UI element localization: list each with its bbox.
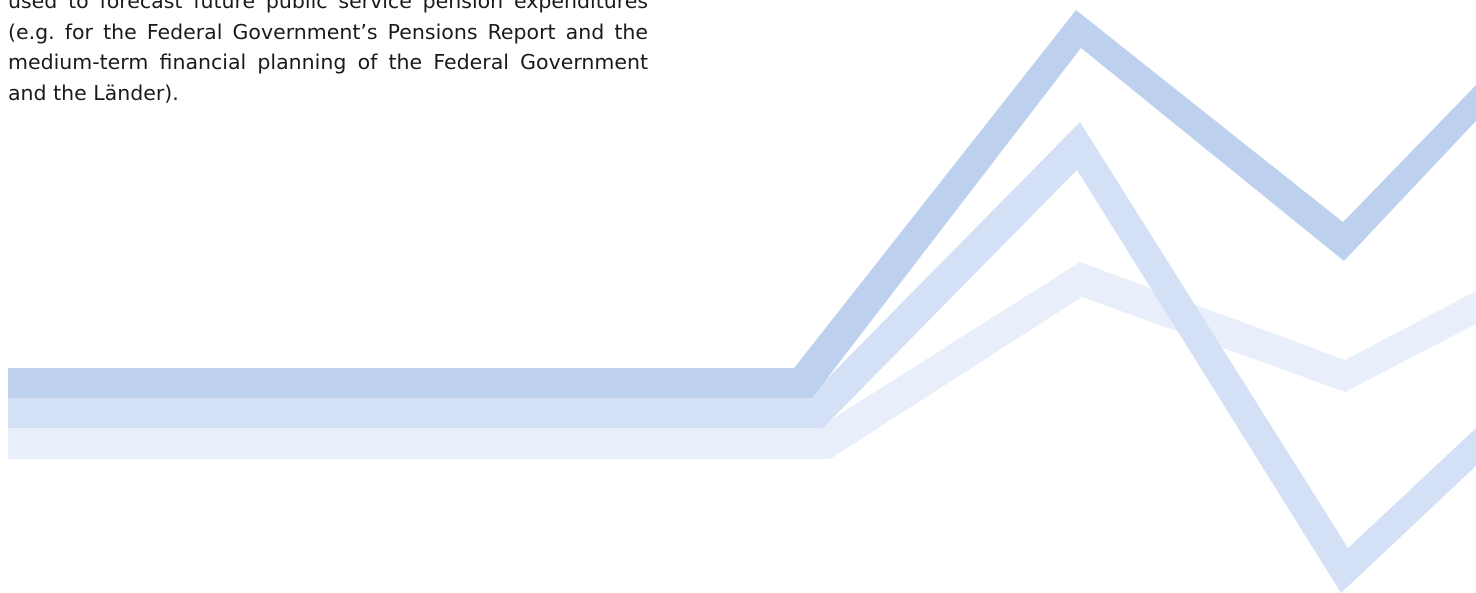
paragraph-line-2: (e.g. for the Federal Government’s Pensi… (8, 19, 648, 44)
paragraph-line-4: and the Länder). (8, 80, 179, 105)
paragraph-line-1: used to forecast future public service p… (8, 0, 648, 13)
light-ribbon (8, 262, 1476, 459)
body-paragraph: used to forecast future public service p… (8, 0, 648, 108)
mid-ribbon (8, 122, 1476, 593)
paragraph-line-3: medium-term financial planning of the Fe… (8, 50, 648, 74)
